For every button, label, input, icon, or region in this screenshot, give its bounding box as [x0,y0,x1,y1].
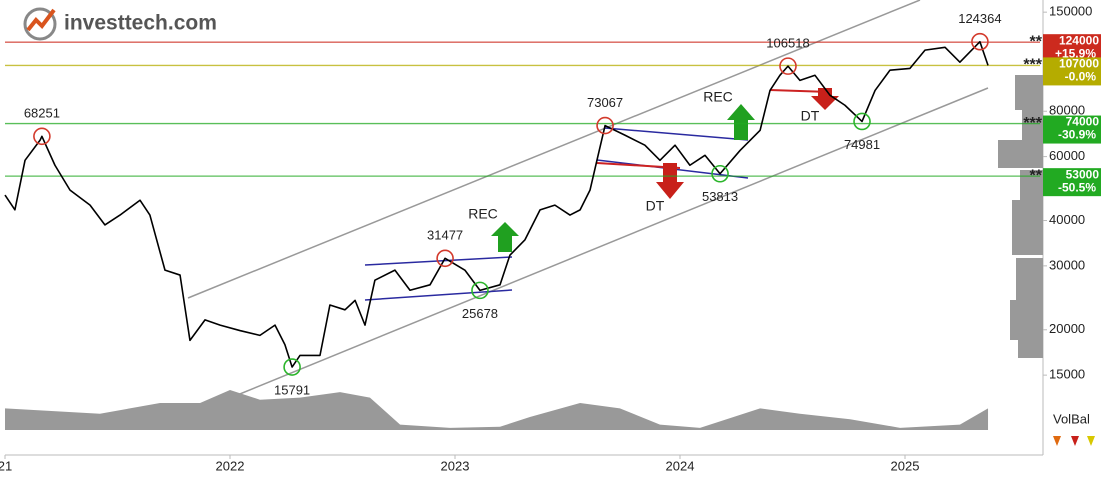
x-tick-label: 2022 [216,458,245,473]
y-tick-label: 150000 [1049,4,1092,19]
y-tick-label: 30000 [1049,257,1085,272]
peak-marker [596,116,614,135]
signal-label: REC [703,89,733,105]
level-change: -0.0% [1065,70,1097,84]
level-box [1043,115,1101,144]
volume-balance [5,390,989,430]
signal-label: DT [646,198,665,214]
x-tick-label: 2023 [441,458,470,473]
logo: investtech.com [23,7,217,41]
trough-label: 74981 [844,137,880,152]
level-value: 124000 [1059,33,1099,47]
peak-marker [971,32,989,51]
trough-marker [471,281,489,300]
trough-marker [711,164,729,183]
y-tick-label: 60000 [1049,148,1085,163]
peak-label: 106518 [766,36,809,51]
brand: investtech.com [64,12,217,35]
level-stars: ** [1030,33,1043,50]
y-tick-label: 20000 [1049,321,1085,336]
volume-balance-label: VolBal [1053,411,1090,426]
trough-marker [853,112,871,131]
signal-label: DT [801,108,820,124]
level-value: 107000 [1059,57,1099,71]
peak-marker [33,127,51,146]
y-tick-label: 15000 [1049,367,1085,382]
signal-label: REC [468,206,498,222]
signal-arrows [491,88,839,252]
level-box [1043,57,1101,86]
vol-arrows [1053,436,1095,446]
level-value: 74000 [1066,115,1100,129]
x-tick-label: 2025 [891,458,920,473]
x-tick-label: 2024 [666,458,695,473]
trough-label: 15791 [274,382,310,397]
level-value: 53000 [1066,167,1100,181]
level-change: +15.9% [1055,46,1096,60]
trough-marker [283,358,301,376]
x-tick-label: 21 [0,458,12,473]
peak-label: 73067 [587,95,623,110]
peak-marker [779,57,797,75]
peak-marker [436,249,454,268]
y-tick-label: 40000 [1049,212,1085,227]
level-change: -30.9% [1058,128,1096,142]
trough-label: 25678 [462,306,498,321]
trend-channel [187,0,989,399]
level-stars: *** [1023,115,1042,132]
volume-profile [998,75,1043,358]
trough-label: 53813 [702,189,738,204]
peak-label: 124364 [958,11,1001,26]
level-box [1043,168,1101,197]
peak-label: 31477 [427,228,463,243]
price-line [4,40,989,368]
y-tick-label: 80000 [1049,103,1085,118]
peak-label: 68251 [24,106,60,121]
level-change: -50.5% [1058,180,1096,194]
level-stars: ** [1030,167,1043,184]
level-stars: *** [1023,57,1042,74]
